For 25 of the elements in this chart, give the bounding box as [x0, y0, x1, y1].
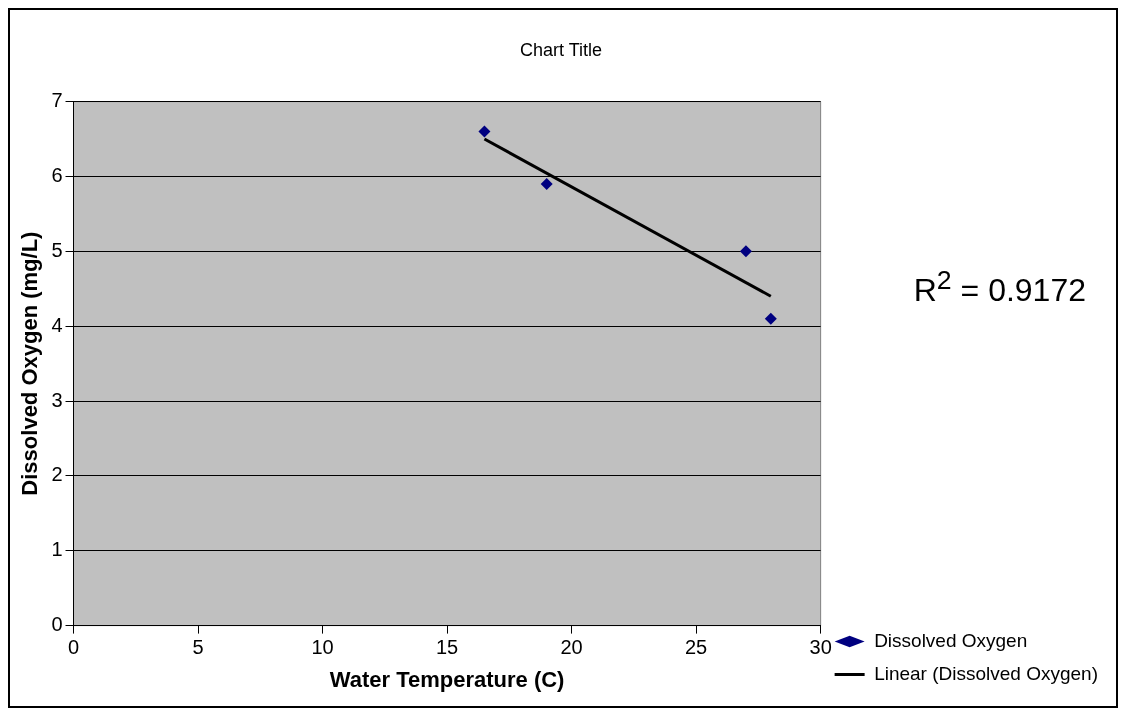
point	[764, 312, 777, 325]
y-axis-title: Dissolved Oxygen (mg/L)	[17, 231, 43, 496]
chart-title: Chart Title	[519, 39, 603, 60]
x-tick-label: 20	[560, 636, 583, 659]
x-tick-label: 25	[684, 636, 708, 659]
x-tick-label: 30	[809, 636, 832, 659]
x-tick-label: 0	[67, 636, 80, 659]
y-tick-label: 2	[51, 463, 63, 486]
legend-label: Dissolved Oxygen	[874, 629, 1028, 651]
y-tick-label: 0	[51, 613, 63, 636]
point	[478, 125, 491, 138]
x-tick-label: 15	[435, 636, 459, 659]
x-tick-label: 5	[192, 636, 204, 659]
x-axis-title: Water Temperature (C)	[329, 666, 565, 692]
x-tick-label: 10	[311, 636, 334, 659]
legend-label: Linear (Dissolved Oxygen)	[874, 662, 1098, 684]
point	[739, 245, 752, 258]
y-tick-label: 4	[51, 313, 63, 336]
text: R$^{2}$ = 0.9172	[913, 265, 1086, 309]
y-tick-label: 7	[51, 89, 63, 112]
y-tick-label: 6	[51, 163, 63, 186]
y-tick-label: 1	[51, 538, 63, 561]
y-tick-label: 5	[51, 238, 63, 261]
y-tick-label: 3	[51, 388, 63, 411]
point	[540, 177, 553, 190]
